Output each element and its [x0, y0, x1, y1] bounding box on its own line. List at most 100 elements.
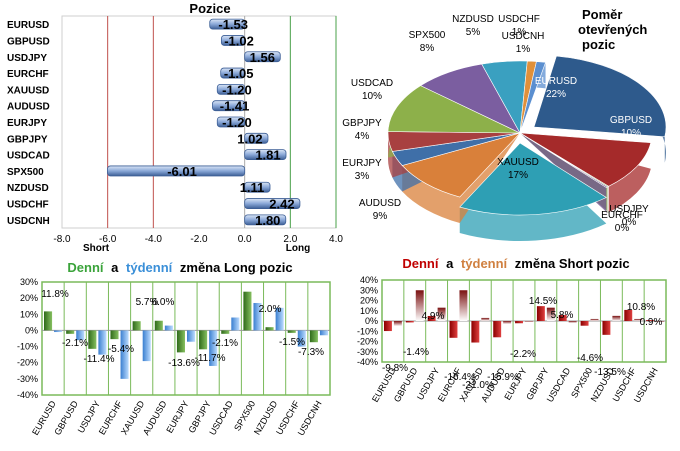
data-label: 14.5% [529, 296, 557, 307]
pie-slice [401, 132, 521, 198]
weekly-bar [54, 330, 63, 333]
pie-slice [459, 142, 607, 216]
pie-slice-label: XAUUSD [497, 157, 539, 168]
weekly-bar [253, 302, 262, 331]
pie-slice-label: USDJPY [609, 204, 649, 215]
weekly-bar [164, 325, 173, 331]
position-value-label: -1.20 [222, 115, 252, 130]
weekly-bar [76, 330, 85, 341]
pie-slice-percent: 8% [420, 43, 435, 54]
daily-bar [221, 330, 230, 334]
y-tick-label: 20% [360, 296, 378, 306]
daily-bar [536, 306, 545, 321]
pie-slice [519, 132, 609, 188]
weekly-bar [187, 330, 196, 342]
data-label: -5.4% [108, 344, 134, 355]
position-bar [244, 214, 287, 226]
short-plot: 40%30%20%10%0%-10%-20%-30%-40%EURUSDGBPU… [357, 275, 667, 404]
daily-bar [427, 315, 436, 321]
y-tick-label: 30% [20, 277, 38, 287]
pie-slice-percent: 3% [355, 171, 370, 182]
pie-slice-percent: 10% [621, 128, 641, 139]
position-value-label: 1.56 [250, 50, 275, 65]
position-category-label: GBPJPY [7, 134, 48, 145]
daily-bar [449, 321, 458, 338]
data-label: 2.0% [259, 304, 282, 315]
data-label: -2.1% [212, 338, 238, 349]
daily-bar [44, 311, 53, 331]
y-tick-label: -20% [17, 358, 38, 368]
y-tick-label: 0% [365, 316, 378, 326]
weekly-bar [546, 307, 555, 321]
weekly-bar [656, 321, 664, 323]
position-value-label: 1.11 [240, 180, 265, 195]
weekly-bar [120, 330, 129, 379]
position-bar [244, 51, 281, 63]
pie-title: Poměr otevřených pozic [578, 7, 651, 52]
y-tick-label: 10% [20, 309, 38, 319]
data-label: -2.2% [510, 349, 536, 360]
position-category-label: USDCNH [7, 216, 50, 227]
position-value-label: -1.20 [222, 82, 252, 97]
data-label: -2.1% [62, 338, 88, 349]
y-tick-label: -30% [17, 374, 38, 384]
y-tick-label: 20% [20, 293, 38, 303]
daily-bar [287, 330, 296, 333]
data-label: -11.7% [195, 353, 226, 364]
short-title-daily: Denní [402, 256, 439, 271]
positions-x-tick: -6.0 [99, 234, 117, 245]
data-label: -9.8% [382, 363, 408, 374]
data-label: -1.4% [403, 347, 429, 358]
position-category-label: AUDUSD [7, 102, 50, 113]
data-label: 0.9% [640, 317, 663, 328]
position-bar [107, 165, 246, 177]
daily-bar [199, 330, 208, 350]
position-category-label: USDCHF [7, 200, 49, 211]
position-value-label: -1.41 [220, 99, 250, 114]
position-value-label: 1.02 [237, 131, 262, 146]
y-tick-label: 40% [360, 275, 378, 285]
position-value-label: -1.05 [224, 66, 254, 81]
data-label: -1.5% [279, 337, 305, 348]
position-category-label: EURUSD [7, 20, 49, 31]
long-change-chart: Denní a týdenní změna Long pozic 30%20%1… [17, 260, 331, 437]
position-bar [212, 100, 246, 112]
daily-bar [405, 321, 414, 323]
daily-bar [558, 315, 567, 321]
pie-slice-label: USDCHF [498, 14, 540, 25]
long-title-a: a [111, 260, 119, 275]
data-label: 10.8% [627, 302, 655, 313]
positions-x-tick: -2.0 [190, 234, 208, 245]
pie-slice-percent: 0% [615, 223, 630, 234]
data-label: -13.5% [594, 367, 626, 378]
pie-slice-label: EURCHF [601, 210, 643, 221]
position-bar [244, 149, 287, 161]
y-tick-label: -10% [17, 342, 38, 352]
daily-bar [154, 320, 163, 331]
pie-slice [519, 61, 546, 134]
y-tick-label: -40% [17, 390, 38, 400]
position-value-label: -6.01 [167, 164, 197, 179]
data-label: 6.0% [152, 297, 175, 308]
weekly-bar [437, 307, 446, 321]
pie-slice-percent: 0% [622, 217, 637, 228]
pie-slice-label: GBPUSD [610, 115, 652, 126]
daily-bar [265, 327, 274, 331]
long-title-daily: Denní [67, 260, 104, 275]
daily-bar [384, 321, 392, 332]
pie-slice-percent: 10% [362, 91, 382, 102]
position-category-label: USDCAD [7, 151, 50, 162]
pie-slice-label: EURUSD [535, 76, 577, 87]
daily-bar [471, 321, 480, 343]
positions-x-tick: -4.0 [145, 234, 163, 245]
pie-slice [533, 55, 667, 138]
y-tick-label: -20% [357, 337, 378, 347]
short-title-rest: změna Short pozic [515, 256, 630, 271]
positions-plot-area [61, 15, 337, 229]
pie-slice-side [402, 133, 520, 224]
data-label: 5.7% [136, 297, 159, 308]
pie-slice-label: GBPJPY [342, 118, 382, 129]
daily-bar [88, 330, 97, 349]
position-category-label: SPX500 [7, 167, 44, 178]
pie-labels: EURUSD22%GBPUSD10%USDJPY0%EURCHF0%XAUUSD… [342, 14, 652, 234]
